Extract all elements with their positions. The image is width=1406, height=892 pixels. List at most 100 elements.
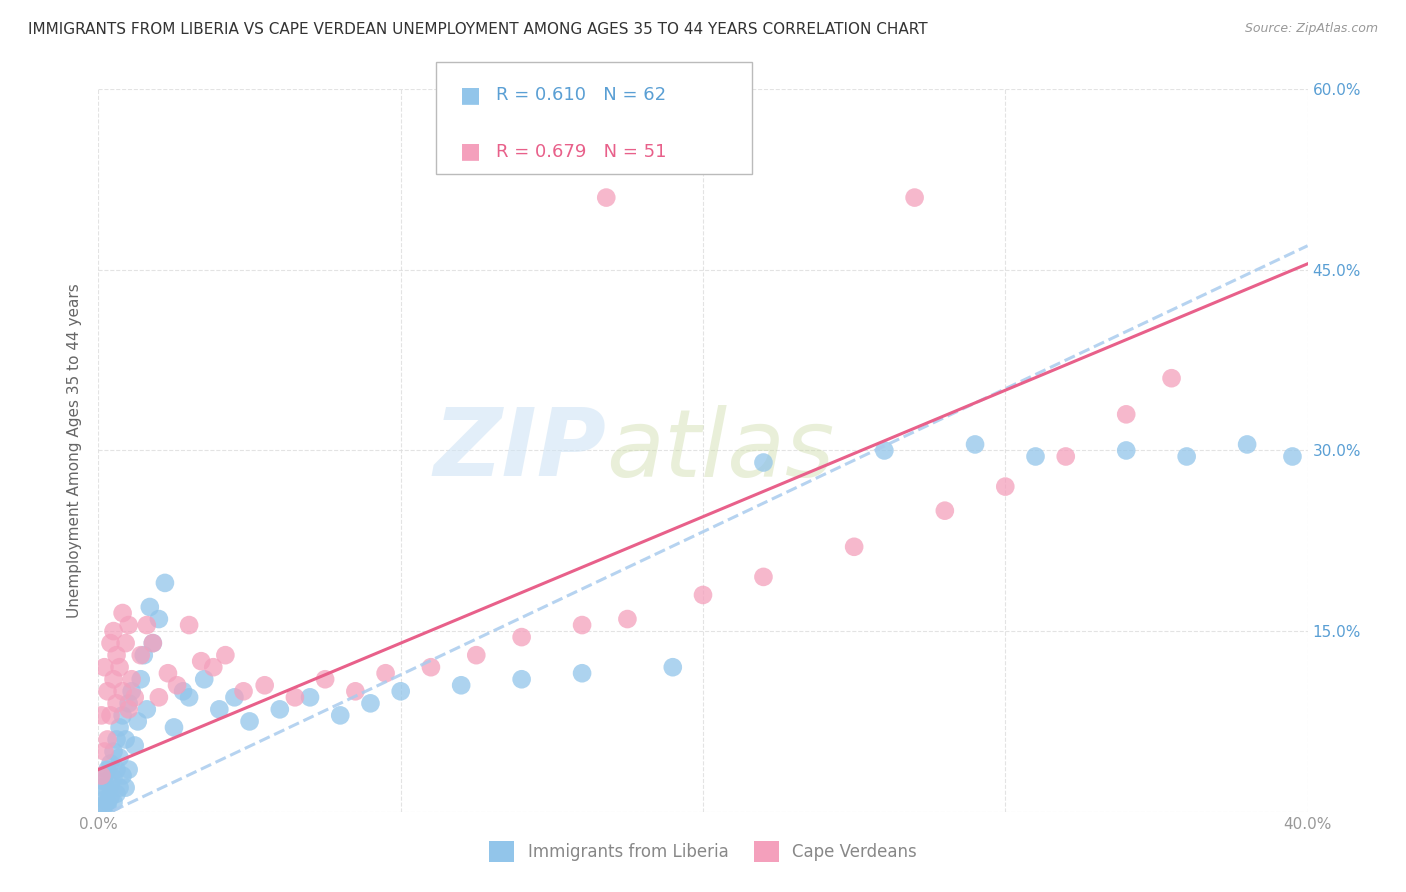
Point [239,714,262,729]
Point [661,660,683,674]
Point [193,673,215,687]
Point [232,684,254,698]
Point [202,660,225,674]
Point [284,690,307,705]
Point [124,690,146,705]
Point [118,696,141,710]
Point [166,678,188,692]
Point [103,795,125,809]
Point [90,798,112,813]
Point [111,769,134,783]
Point [105,763,128,777]
Point [571,666,593,681]
Point [172,684,194,698]
Point [153,576,176,591]
Point [571,618,593,632]
Point [1236,437,1258,451]
Point [299,690,322,705]
Text: atlas: atlas [606,405,835,496]
Point [314,673,336,687]
Point [100,778,122,792]
Point [111,606,134,620]
Point [108,660,131,674]
Point [114,636,136,650]
Point [96,763,118,777]
Text: ZIP: ZIP [433,404,606,497]
Point [93,793,115,807]
Point [1115,407,1137,421]
Point [96,783,118,797]
Text: R = 0.610   N = 62: R = 0.610 N = 62 [496,87,666,104]
Point [114,732,136,747]
Point [389,684,412,698]
Point [873,443,896,458]
Point [105,696,128,710]
Point [121,684,143,698]
Point [1281,450,1303,464]
Point [90,769,112,783]
Point [103,673,125,687]
Point [105,732,128,747]
Point [93,769,115,783]
Point [616,612,638,626]
Point [156,666,179,681]
Point [118,763,141,777]
Point [148,612,170,626]
Point [450,678,472,692]
Point [934,503,956,517]
Point [253,678,276,692]
Point [96,684,118,698]
Point [111,708,134,723]
Point [93,744,115,758]
Point [90,780,112,795]
Point [692,588,714,602]
Point [374,666,396,681]
Point [118,702,141,716]
Point [1024,450,1046,464]
Point [752,570,775,584]
Point [96,798,118,813]
Point [1175,450,1198,464]
Point [465,648,488,662]
Point [420,660,443,674]
Point [844,540,866,554]
Point [100,636,122,650]
Point [510,630,533,644]
Y-axis label: Unemployment Among Ages 35 to 44 years: Unemployment Among Ages 35 to 44 years [67,283,83,618]
Text: ■: ■ [460,86,481,105]
Point [124,739,146,753]
Point [100,708,122,723]
Point [105,787,128,801]
Point [142,636,165,650]
Point [93,798,115,813]
Point [344,684,367,698]
Point [118,618,141,632]
Point [135,618,157,632]
Point [96,732,118,747]
Point [148,690,170,705]
Point [129,648,152,662]
Point [100,790,122,805]
Point [135,702,157,716]
Point [127,714,149,729]
Point [163,721,186,735]
Point [1054,450,1077,464]
Point [105,648,128,662]
Point [329,708,352,723]
Point [108,780,131,795]
Point [142,636,165,650]
Point [752,455,775,469]
Point [129,673,152,687]
Text: Source: ZipAtlas.com: Source: ZipAtlas.com [1244,22,1378,36]
Point [269,702,291,716]
Point [103,771,125,785]
Point [103,624,125,639]
Point [103,744,125,758]
Point [93,660,115,674]
Point [121,673,143,687]
Point [360,696,382,710]
Point [114,780,136,795]
Point [994,480,1017,494]
Point [93,774,115,789]
Legend: Immigrants from Liberia, Cape Verdeans: Immigrants from Liberia, Cape Verdeans [482,835,924,869]
